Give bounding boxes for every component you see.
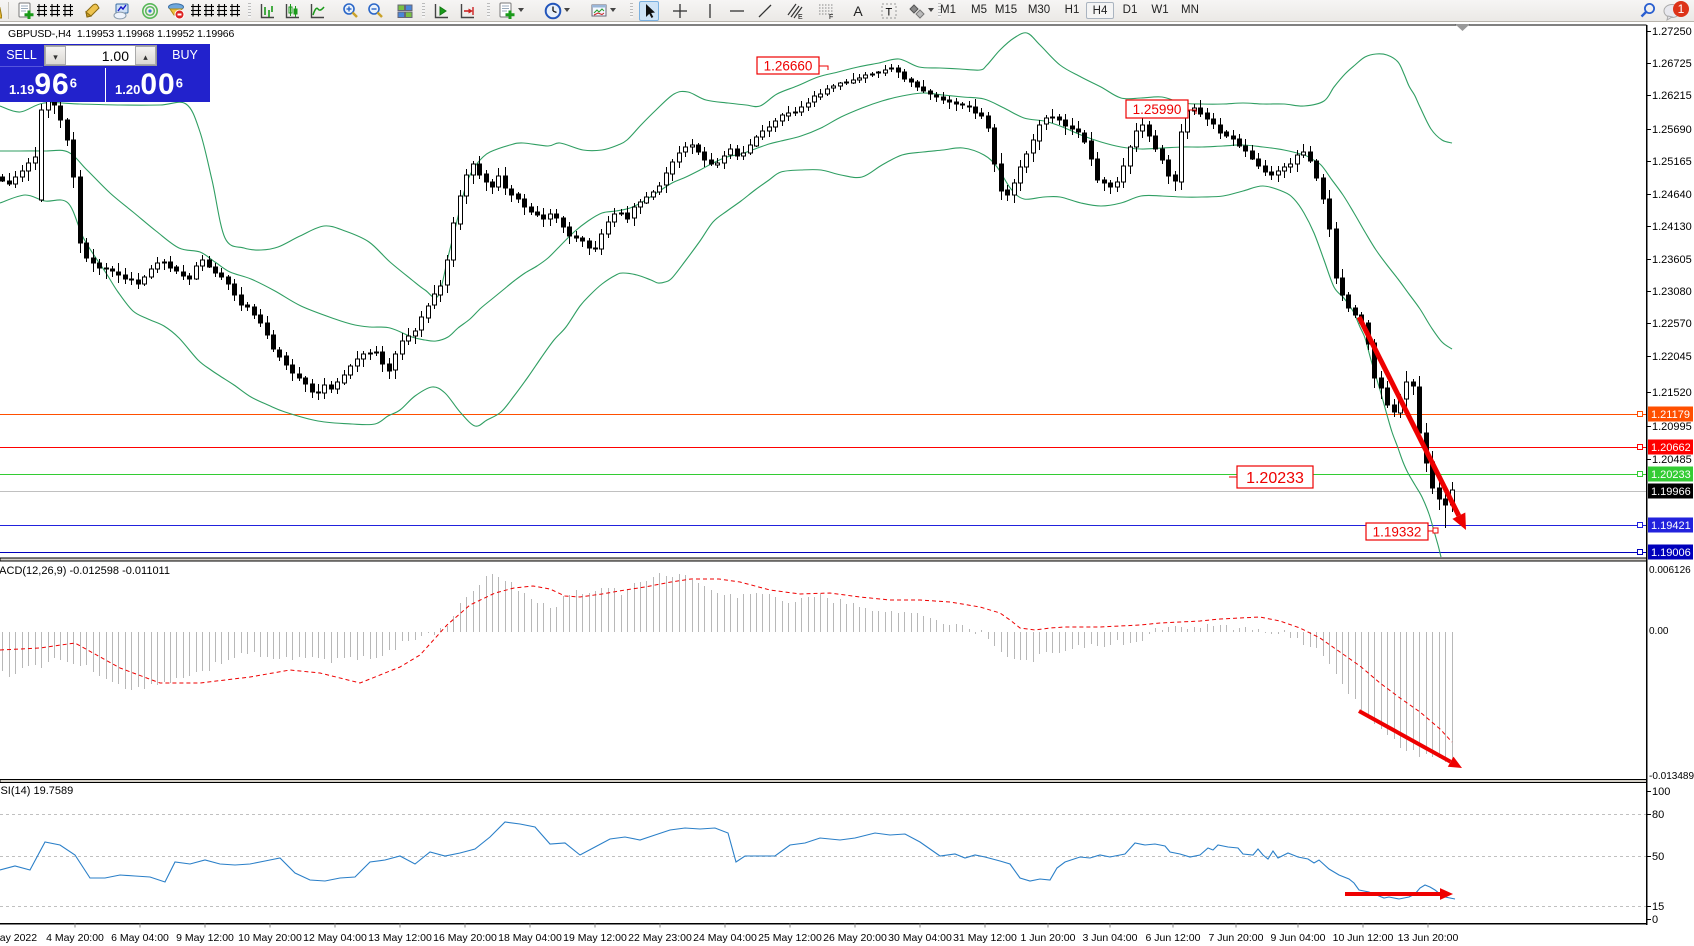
svg-text:1.25990: 1.25990 — [1133, 102, 1182, 117]
svg-text:10 Jun 12:00: 10 Jun 12:00 — [1333, 932, 1394, 944]
svg-text:F: F — [829, 14, 833, 20]
svg-text:1.25165: 1.25165 — [1652, 156, 1692, 168]
svg-text:0: 0 — [1652, 914, 1658, 926]
svg-text:1.23080: 1.23080 — [1652, 286, 1692, 298]
svg-text:1.19966: 1.19966 — [1651, 486, 1691, 498]
svg-text:May 2022: May 2022 — [0, 932, 37, 944]
svg-text:1.20485: 1.20485 — [1652, 454, 1692, 466]
svg-text:1.20233: 1.20233 — [1651, 469, 1691, 481]
svg-text:E: E — [798, 14, 803, 20]
svg-text:1.21520: 1.21520 — [1652, 387, 1692, 399]
svg-text:31 May 12:00: 31 May 12:00 — [953, 932, 1017, 944]
svg-text:1.19332: 1.19332 — [1373, 524, 1422, 539]
svg-text:18 May 04:00: 18 May 04:00 — [498, 932, 562, 944]
svg-text:25 May 12:00: 25 May 12:00 — [758, 932, 822, 944]
svg-text:12 May 04:00: 12 May 04:00 — [303, 932, 367, 944]
svg-text:3 Jun 04:00: 3 Jun 04:00 — [1083, 932, 1138, 944]
svg-text:15: 15 — [1652, 901, 1664, 913]
svg-text:4 May 20:00: 4 May 20:00 — [46, 932, 104, 944]
svg-text:13 May 12:00: 13 May 12:00 — [368, 932, 432, 944]
svg-text:0.00: 0.00 — [1649, 626, 1669, 637]
svg-text:10 May 20:00: 10 May 20:00 — [238, 932, 302, 944]
svg-text:16 May 20:00: 16 May 20:00 — [433, 932, 497, 944]
svg-text:1.21179: 1.21179 — [1651, 409, 1690, 421]
svg-text:T: T — [886, 7, 893, 19]
svg-text:0.006126: 0.006126 — [1649, 565, 1691, 576]
svg-text:1.26215: 1.26215 — [1652, 90, 1692, 102]
svg-text:19 May 12:00: 19 May 12:00 — [563, 932, 627, 944]
svg-text:13 Jun 20:00: 13 Jun 20:00 — [1398, 932, 1459, 944]
svg-text:7 Jun 20:00: 7 Jun 20:00 — [1209, 932, 1264, 944]
svg-text:MACD(12,26,9) -0.012598 -0.011: MACD(12,26,9) -0.012598 -0.011011 — [0, 565, 170, 577]
svg-text:9 May 12:00: 9 May 12:00 — [176, 932, 234, 944]
svg-text:24 May 04:00: 24 May 04:00 — [693, 932, 757, 944]
svg-text:30 May 04:00: 30 May 04:00 — [888, 932, 952, 944]
svg-text:1.22570: 1.22570 — [1652, 318, 1692, 330]
svg-text:6 Jun 12:00: 6 Jun 12:00 — [1146, 932, 1201, 944]
svg-text:9 Jun 04:00: 9 Jun 04:00 — [1271, 932, 1326, 944]
svg-text:1.19421: 1.19421 — [1651, 520, 1691, 532]
svg-text:RSI(14) 19.7589: RSI(14) 19.7589 — [0, 785, 73, 797]
svg-text:1.26660: 1.26660 — [764, 58, 813, 73]
svg-text:50: 50 — [1652, 851, 1664, 863]
svg-text:1.20995: 1.20995 — [1652, 421, 1692, 433]
svg-text:1.27250: 1.27250 — [1652, 26, 1692, 38]
svg-text:-0.013489: -0.013489 — [1649, 771, 1694, 782]
svg-text:1.24130: 1.24130 — [1652, 221, 1692, 233]
svg-text:1.20233: 1.20233 — [1246, 470, 1304, 487]
svg-text:1.25690: 1.25690 — [1652, 124, 1692, 136]
svg-text:GBPUSD-,H4 1.19953 1.19968 1.: GBPUSD-,H4 1.19953 1.19968 1.19952 1.199… — [8, 28, 235, 40]
svg-text:80: 80 — [1652, 809, 1664, 821]
svg-text:6 May 04:00: 6 May 04:00 — [111, 932, 169, 944]
svg-text:26 May 20:00: 26 May 20:00 — [823, 932, 887, 944]
svg-text:1.24640: 1.24640 — [1652, 189, 1692, 201]
svg-text:1.23605: 1.23605 — [1652, 254, 1692, 266]
svg-text:1: 1 — [1678, 2, 1685, 16]
svg-text:22 May 23:00: 22 May 23:00 — [628, 932, 692, 944]
svg-text:1 Jun 20:00: 1 Jun 20:00 — [1021, 932, 1076, 944]
svg-text:1.20662: 1.20662 — [1651, 442, 1691, 454]
svg-text:1.22045: 1.22045 — [1652, 351, 1692, 363]
svg-text:1.26725: 1.26725 — [1652, 58, 1692, 70]
svg-text:1.19006: 1.19006 — [1651, 547, 1691, 559]
svg-text:100: 100 — [1652, 786, 1670, 798]
